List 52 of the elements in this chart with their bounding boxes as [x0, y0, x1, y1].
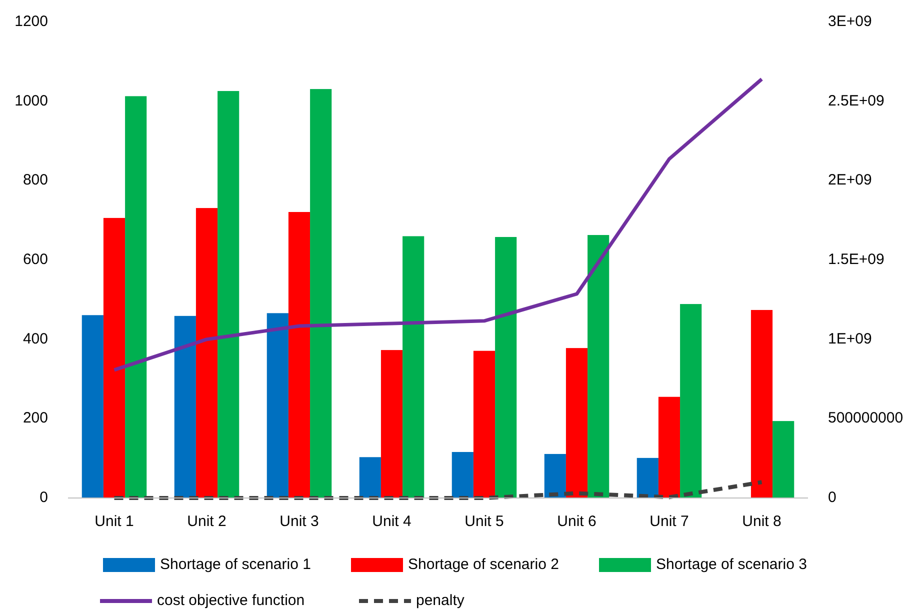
y2-tick-label: 1E+09 — [828, 330, 872, 348]
x-tick-label: Unit 6 — [557, 513, 596, 530]
y-tick-label: 0 — [40, 488, 48, 506]
y2-tick-label: 2E+09 — [828, 172, 872, 189]
bar — [103, 218, 126, 498]
y2-tick-label: 3E+09 — [828, 12, 872, 30]
bar — [402, 236, 424, 498]
legend-label: cost objective function — [157, 592, 305, 609]
bar — [566, 348, 588, 498]
x-tick-label: Unit 7 — [650, 513, 689, 530]
bar — [174, 316, 196, 498]
bar — [288, 212, 310, 498]
bar — [658, 396, 680, 498]
y-tick-label: 600 — [22, 250, 48, 268]
x-tick-label: Unit 2 — [187, 513, 226, 530]
legend-label: Shortage of scenario 1 — [160, 556, 311, 573]
y2-tick-label: 500000000 — [828, 410, 904, 427]
y-tick-label: 400 — [22, 330, 48, 348]
bar — [772, 421, 794, 498]
bar — [266, 313, 288, 498]
bar — [544, 454, 566, 498]
bar — [196, 208, 218, 498]
legend-label: Shortage of scenario 2 — [408, 556, 559, 573]
x-tick-label: Unit 4 — [372, 513, 412, 530]
x-tick-label: Unit 5 — [464, 513, 504, 530]
x-tick-label: Unit 1 — [94, 513, 134, 530]
bar — [82, 315, 104, 498]
legend-label: Shortage of scenario 3 — [656, 556, 807, 573]
line-series — [112, 480, 764, 500]
bar — [218, 91, 240, 498]
legend-label: penalty — [416, 592, 465, 609]
bar — [750, 310, 773, 498]
bar — [310, 89, 332, 498]
y-tick-label: 1200 — [14, 12, 48, 30]
y-tick-label: 1000 — [14, 92, 48, 110]
line-series — [112, 77, 764, 372]
bar — [359, 457, 381, 498]
y2-tick-label: 2.5E+09 — [828, 92, 884, 110]
y-tick-label: 800 — [22, 172, 48, 189]
bar — [495, 236, 517, 498]
bar — [380, 350, 403, 498]
x-tick-label: Unit 3 — [280, 513, 319, 530]
bar — [473, 350, 496, 498]
bar — [680, 304, 702, 498]
y2-tick-label: 1.5E+09 — [828, 250, 884, 268]
y2-tick-label: 0 — [828, 488, 836, 506]
x-tick-label: Unit 8 — [742, 513, 782, 530]
bar — [452, 452, 474, 498]
bar — [588, 235, 610, 498]
bar — [125, 96, 147, 498]
bar — [636, 458, 658, 498]
y-tick-label: 200 — [22, 410, 48, 427]
